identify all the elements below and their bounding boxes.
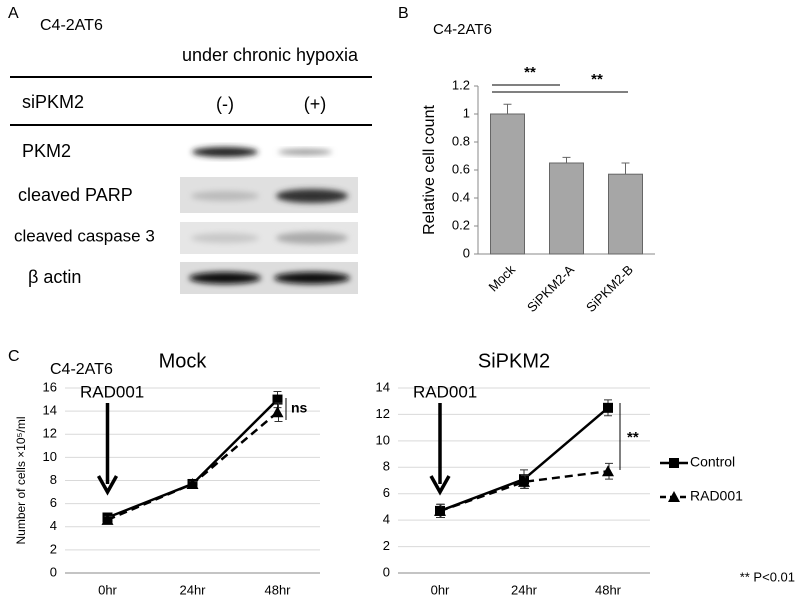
x-tick-label: 0hr <box>431 582 450 597</box>
marker <box>186 477 199 489</box>
y-tick-label: 0.4 <box>452 189 470 204</box>
y-tick-label: 16 <box>43 379 57 394</box>
panel-label: A <box>8 5 19 22</box>
y-tick-label: 4 <box>383 512 390 527</box>
arrow-head <box>429 475 451 496</box>
lane-label: (-) <box>216 94 234 114</box>
y-tick-label: 0 <box>463 245 470 260</box>
y-tick-label: 2 <box>50 541 57 556</box>
annotation: RAD001 <box>80 382 144 401</box>
chart-title: Mock <box>159 350 208 372</box>
error-bar <box>621 162 630 175</box>
x-tick-label: Mock <box>485 262 518 295</box>
condition: under chronic hypoxia <box>182 45 359 65</box>
cell-line: C4-2AT6 <box>433 21 492 38</box>
blot-image <box>180 147 358 294</box>
y-tick-label: 12 <box>376 406 390 421</box>
annotation: ** <box>591 71 603 88</box>
blot-row-label: β actin <box>28 267 81 287</box>
y-tick-label: 12 <box>43 426 57 441</box>
line <box>439 470 609 513</box>
arrow-head <box>96 475 119 496</box>
y-tick-label: 10 <box>376 432 390 447</box>
y-axis-label: Number of cells ×10⁵/ml <box>14 416 28 544</box>
y-tick-label: 0 <box>383 564 390 579</box>
legend-label: RAD001 <box>690 488 743 504</box>
x-tick-label: 0hr <box>98 582 117 597</box>
x-tick-label: 48hr <box>264 582 291 597</box>
row-header: siPKM2 <box>22 92 84 112</box>
footnote: ** P<0.01 <box>740 569 795 584</box>
y-tick-label: 0 <box>50 564 57 579</box>
marker <box>518 475 530 487</box>
bar <box>490 113 525 255</box>
y-tick-label: 1.2 <box>452 77 470 92</box>
y-tick-label: 8 <box>50 472 57 487</box>
y-tick-label: 6 <box>50 495 57 510</box>
bar <box>608 173 643 255</box>
chart-title: SiPKM2 <box>478 350 550 372</box>
x-tick-label: 48hr <box>595 582 622 597</box>
blot-row-label: cleaved PARP <box>18 185 133 205</box>
x-tick-label: 24hr <box>179 582 206 597</box>
marker <box>271 406 284 418</box>
y-tick-label: 4 <box>50 518 57 533</box>
x-tick-label: SiPKM2-B <box>583 262 636 315</box>
marker <box>603 402 613 413</box>
marker <box>669 458 679 468</box>
panel-label: C <box>8 348 20 365</box>
line <box>107 398 279 519</box>
y-tick-label: 14 <box>43 403 57 418</box>
error-bar <box>503 103 512 114</box>
bar <box>549 162 584 255</box>
y-tick-label: 10 <box>43 449 57 464</box>
cell-line: C4-2AT6 <box>50 361 113 378</box>
cell-line: C4-2AT6 <box>40 17 103 34</box>
panel-label: B <box>398 5 409 22</box>
marker <box>434 504 446 516</box>
y-tick-label: 0.6 <box>452 161 470 176</box>
blot-row-label: cleaved caspase 3 <box>14 226 155 245</box>
y-tick-label: 2 <box>383 538 390 553</box>
error-bar <box>562 156 571 163</box>
lane-label: (+) <box>304 94 327 114</box>
marker <box>668 491 680 502</box>
y-tick-label: 0.8 <box>452 133 470 148</box>
marker <box>602 465 614 477</box>
marker <box>101 513 114 525</box>
y-axis-label: Relative cell count <box>421 105 438 235</box>
y-tick-label: 1 <box>463 105 470 120</box>
y-tick-label: 8 <box>383 459 390 474</box>
marker <box>272 394 283 405</box>
annotation: ** <box>524 64 536 81</box>
annotation: ** <box>627 429 639 446</box>
y-tick-label: 6 <box>383 485 390 500</box>
annotation: ns <box>291 400 308 416</box>
x-tick-label: 24hr <box>511 582 538 597</box>
x-tick-label: SiPKM2-A <box>524 262 577 315</box>
y-tick-label: 14 <box>376 379 390 394</box>
legend-label: Control <box>690 454 735 470</box>
blot-row-label: PKM2 <box>22 141 71 161</box>
y-tick-label: 0.2 <box>452 217 470 232</box>
line <box>439 406 609 513</box>
annotation: RAD001 <box>413 382 477 401</box>
